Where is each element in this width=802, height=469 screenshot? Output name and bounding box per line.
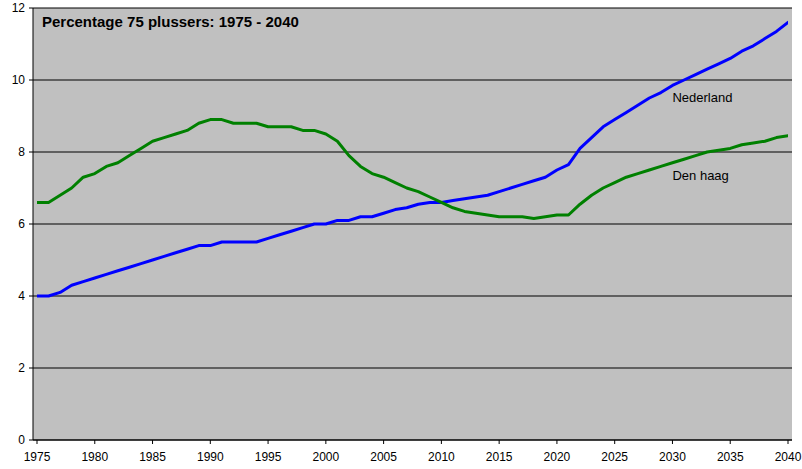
grid-line: [33, 440, 792, 441]
x-tick: [325, 440, 326, 444]
y-tick: [29, 152, 33, 153]
grid-line: [33, 80, 792, 81]
chart: 0 2 4 6 8 10 12 1975 1980 1985 1990 1995 2000 2005 201…: [0, 0, 802, 469]
grid-line: [33, 296, 792, 297]
y-tick-label: 2: [18, 361, 25, 375]
series-label: Nederland: [672, 90, 732, 105]
grid-line: [33, 8, 792, 9]
x-axis: [33, 440, 792, 441]
x-tick: [268, 440, 269, 444]
series-line: [37, 120, 788, 219]
series-line: [37, 22, 788, 296]
x-tick-label: 2025: [601, 450, 628, 464]
y-tick-label: 12: [12, 1, 26, 15]
x-tick: [94, 440, 95, 444]
x-tick-label: 2030: [659, 450, 686, 464]
x-tick-label: 2040: [775, 450, 802, 464]
x-tick: [788, 440, 789, 444]
x-tick-label: 2005: [370, 450, 397, 464]
x-tick-label: 2000: [312, 450, 339, 464]
x-tick: [556, 440, 557, 444]
x-tick-label: 2035: [717, 450, 744, 464]
x-tick: [210, 440, 211, 444]
y-tick-label: 4: [18, 289, 25, 303]
y-tick: [29, 440, 33, 441]
x-tick: [499, 440, 500, 444]
x-tick-label: 2010: [428, 450, 455, 464]
y-tick-label: 0: [18, 433, 25, 447]
y-tick-label: 6: [18, 217, 25, 231]
x-tick: [614, 440, 615, 444]
x-tick-label: 2020: [544, 450, 571, 464]
x-tick: [672, 440, 673, 444]
series-label: Den haag: [672, 168, 728, 183]
x-tick: [730, 440, 731, 444]
x-tick: [383, 440, 384, 444]
grid-line: [33, 152, 792, 153]
grid-line: [33, 368, 792, 369]
y-tick: [29, 368, 33, 369]
grid-line: [33, 224, 792, 225]
x-tick-label: 1985: [139, 450, 166, 464]
x-tick-label: 1990: [197, 450, 224, 464]
x-tick-label: 1980: [81, 450, 108, 464]
x-tick: [37, 440, 38, 444]
x-tick-label: 1995: [255, 450, 282, 464]
y-tick-label: 8: [18, 145, 25, 159]
y-tick: [29, 80, 33, 81]
chart-title: Percentage 75 plussers: 1975 - 2040: [42, 13, 299, 30]
x-tick-label: 2015: [486, 450, 513, 464]
series-group: [37, 22, 788, 296]
x-tick-label: 1975: [24, 450, 51, 464]
y-axis: [33, 8, 34, 440]
y-tick: [29, 8, 33, 9]
plot-area: [33, 8, 792, 440]
x-tick: [441, 440, 442, 444]
y-tick-label: 10: [12, 73, 26, 87]
x-tick: [152, 440, 153, 444]
y-tick: [29, 224, 33, 225]
y-tick: [29, 296, 33, 297]
